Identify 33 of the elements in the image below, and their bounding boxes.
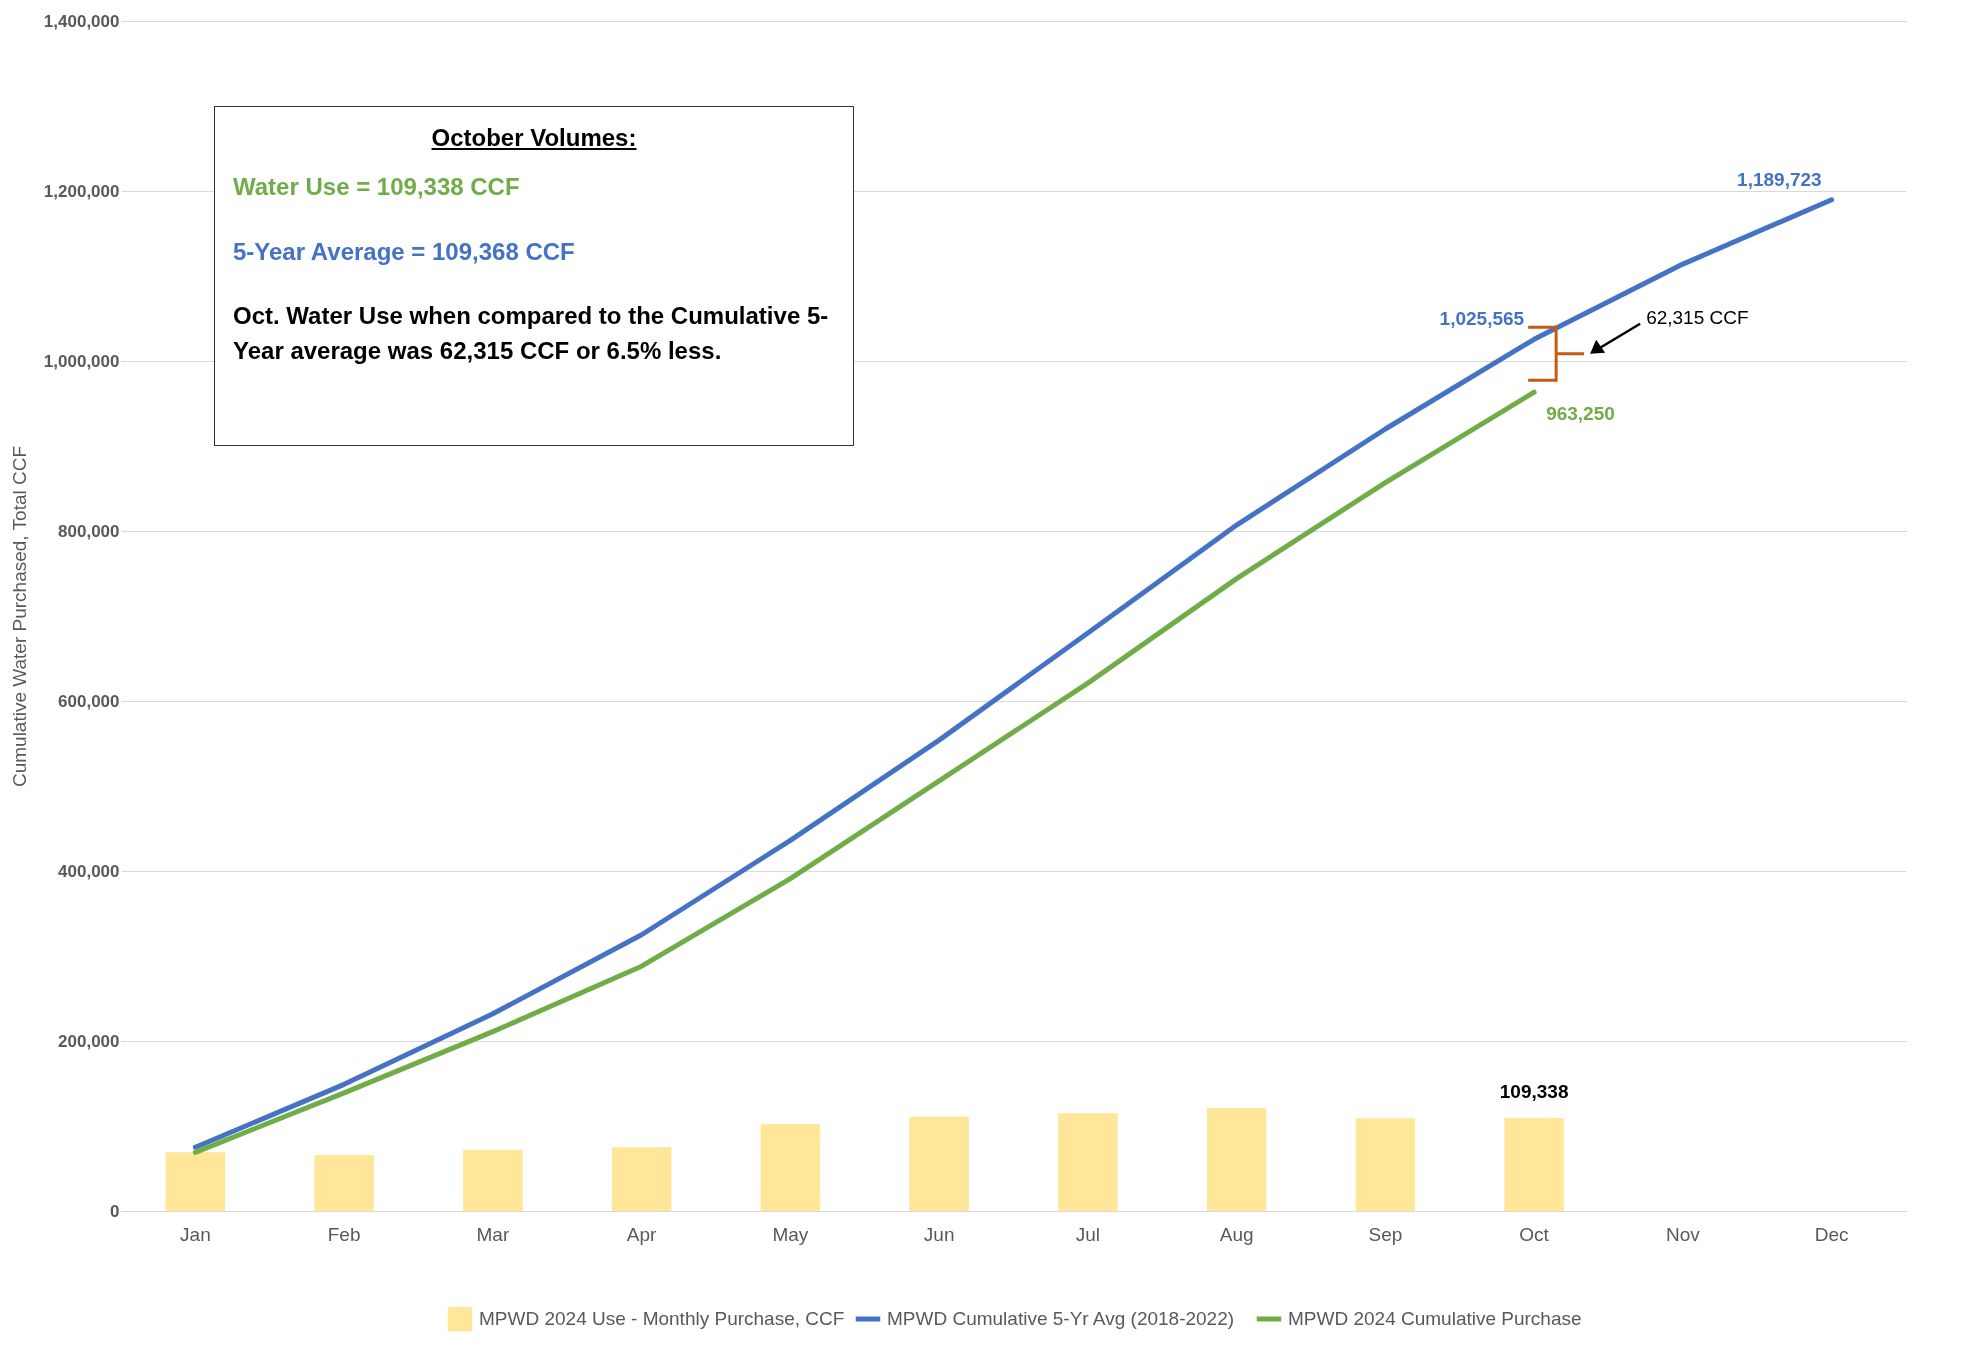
x-tick-label: Nov: [1665, 1223, 1701, 1245]
x-tick-label: Apr: [626, 1223, 658, 1245]
data-label: 1,025,565: [1439, 308, 1525, 330]
annotation: Water Use = 109,338 CCF: [233, 171, 521, 202]
legend-label: MPWD Cumulative 5-Yr Avg (2018-2022): [887, 1308, 1235, 1329]
x-tick-label: Jan: [180, 1223, 211, 1245]
y-tick-label: 400,000: [58, 861, 120, 881]
y-tick-label: 800,000: [58, 521, 120, 541]
annotation: 5-Year Average = 109,368 CCF: [233, 236, 576, 267]
annotation: 62,315 CCF: [1646, 306, 1749, 328]
y-tick-label: 1,000,000: [43, 351, 120, 371]
x-tick-label: Oct: [1519, 1223, 1550, 1245]
y-tick-label: 600,000: [58, 691, 120, 711]
x-tick-label: May: [772, 1223, 809, 1245]
annotation: October Volumes:: [430, 123, 638, 153]
y-tick-label: 1,400,000: [43, 11, 120, 31]
x-tick-label: Mar: [476, 1223, 510, 1245]
y-tick-label: 200,000: [58, 1031, 120, 1051]
data-label: 963,250: [1546, 403, 1615, 425]
x-tick-label: Aug: [1219, 1223, 1254, 1245]
x-tick-label: Feb: [327, 1223, 361, 1245]
legend-label: MPWD 2024 Cumulative Purchase: [1288, 1308, 1582, 1329]
y-tick-label: 1,200,000: [43, 181, 120, 201]
annotation: Oct. Water Use when compared to the Cumulative 5-Year average was 62,315 CCF or 6.5% less.: [233, 301, 830, 367]
x-tick-label: Dec: [1814, 1223, 1849, 1245]
data-label: 1,189,723: [1737, 168, 1822, 190]
data-label: 109,338: [1499, 1081, 1569, 1103]
x-tick-label: Sep: [1368, 1223, 1403, 1245]
y-axis-title: Cumulative Water Purchased, Total CCF: [8, 445, 30, 788]
x-tick-label: Jun: [923, 1223, 955, 1245]
y-tick-label: 0: [110, 1201, 120, 1221]
x-tick-label: Jul: [1075, 1223, 1101, 1245]
legend-label: MPWD 2024 Use - Monthly Purchase, CCF: [479, 1308, 845, 1329]
